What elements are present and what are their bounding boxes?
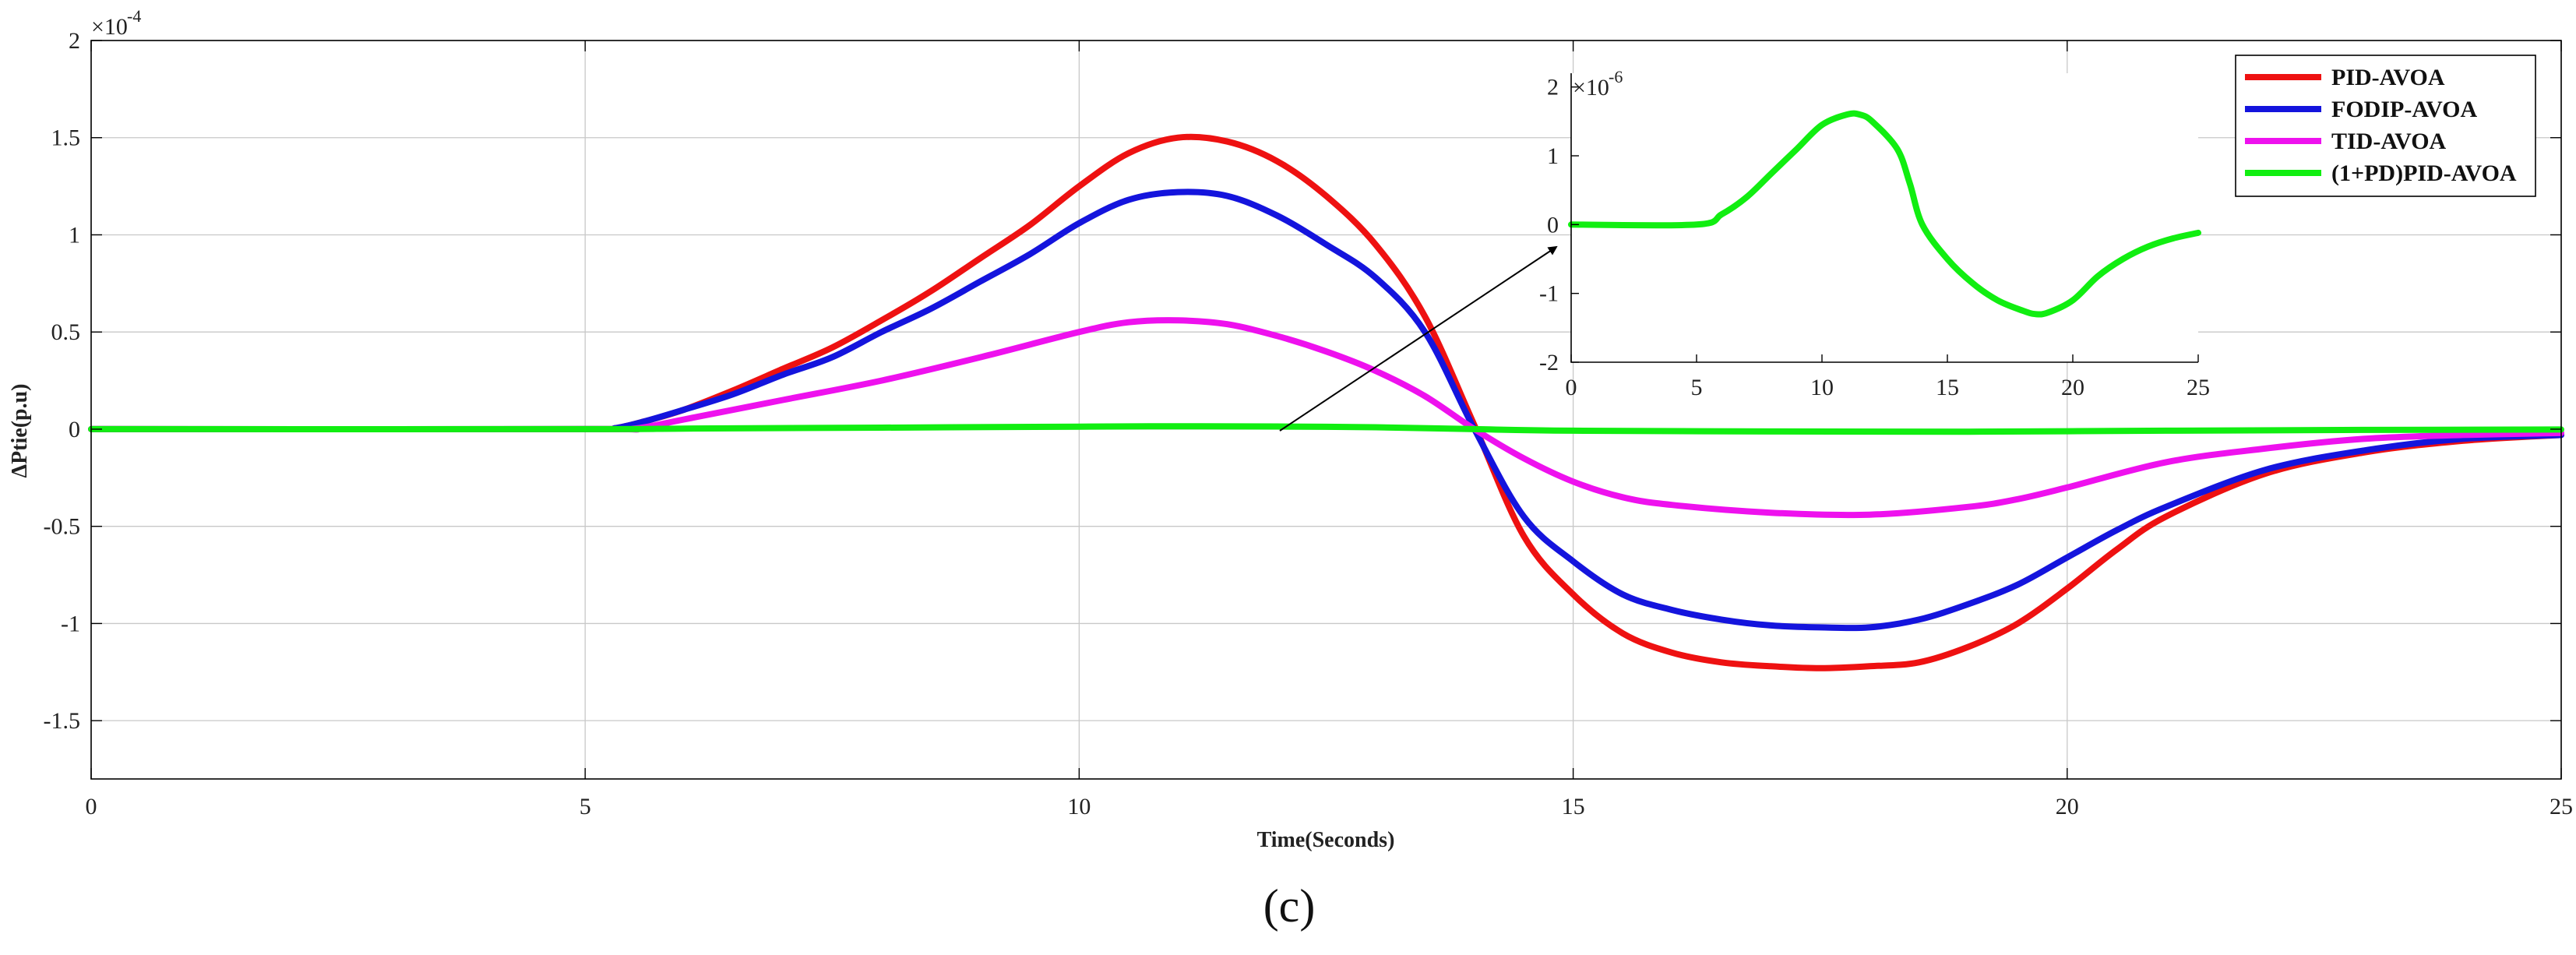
series-line-tid-avoa bbox=[88, 317, 2564, 519]
x-axis-label: Time(Seconds) bbox=[1257, 828, 1395, 852]
main-y-tick-label: 1 bbox=[69, 222, 80, 248]
inset-y-tick-labels: 2 1 0 -1 -2 bbox=[1539, 75, 1559, 375]
main-x-tick-label: 0 bbox=[86, 794, 97, 819]
zoom-arrow bbox=[1279, 245, 1558, 432]
main-x-tick-label: 20 bbox=[2056, 794, 2079, 819]
main-x-tick-label: 15 bbox=[1562, 794, 1585, 819]
main-exponent-power: -4 bbox=[127, 6, 141, 26]
main-plot-frame bbox=[90, 40, 2562, 780]
main-y-tick-label: 2 bbox=[69, 28, 80, 54]
inset-y-tick-label: -2 bbox=[1539, 350, 1559, 375]
legend-entry-label: (1+PD)PID-AVOA bbox=[2331, 160, 2517, 186]
main-x-tick-label: 10 bbox=[1067, 794, 1091, 819]
inset-x-tick-label: 10 bbox=[1810, 375, 1834, 400]
main-y-tick-label: 0.5 bbox=[51, 319, 81, 345]
inset-series-line bbox=[1568, 110, 2201, 318]
legend: PID-AVOA FODIP-AVOA TID-AVOA (1+PD)PID-AVOA bbox=[2235, 55, 2536, 197]
inset-ticks bbox=[1570, 86, 2199, 363]
main-y-tick-label: 0 bbox=[69, 417, 80, 442]
inset-background bbox=[1571, 73, 2198, 362]
series-line-pid-avoa bbox=[88, 133, 2564, 671]
inset-y-tick-label: 0 bbox=[1547, 212, 1559, 238]
inset-x-tick-label: 5 bbox=[1691, 375, 1703, 400]
legend-entry-label: FODIP-AVOA bbox=[2331, 97, 2478, 122]
main-x-tick-label: 5 bbox=[580, 794, 591, 819]
main-y-tick-labels: 2 1.5 1 0.5 0 -0.5 -1 -1.5 bbox=[44, 28, 81, 734]
main-x-tick-label: 25 bbox=[2550, 794, 2573, 819]
main-y-tick-label: 1.5 bbox=[51, 125, 81, 151]
main-ticks bbox=[90, 40, 2562, 779]
inset-x-tick-label: 20 bbox=[2061, 375, 2084, 400]
inset-x-tick-labels: 0 5 10 15 20 25 bbox=[1566, 375, 2211, 400]
main-y-tick-label: -0.5 bbox=[44, 514, 81, 540]
inset-x-tick-label: 0 bbox=[1566, 375, 1577, 400]
main-exponent-base: ×10 bbox=[91, 14, 128, 40]
main-y-tick-label: -1.5 bbox=[44, 708, 81, 734]
panel-label: (c) bbox=[1263, 880, 1316, 932]
y-axis-label: ΔPtie(p.u) bbox=[8, 384, 32, 478]
legend-entry-label: TID-AVOA bbox=[2331, 129, 2447, 154]
main-y-tick-label: -1 bbox=[61, 611, 80, 636]
legend-entry-label: PID-AVOA bbox=[2331, 65, 2445, 90]
inset-y-tick-label: 2 bbox=[1547, 75, 1559, 100]
series-line-fodip-avoa bbox=[88, 189, 2564, 632]
series-line-1-pd-pid-avoa bbox=[88, 423, 2564, 435]
inset-exponent-base: ×10 bbox=[1573, 75, 1609, 100]
inset-y-tick-label: 1 bbox=[1547, 143, 1559, 169]
inset-x-tick-label: 15 bbox=[1936, 375, 1959, 400]
inset-series-lines bbox=[1568, 110, 2201, 318]
main-x-tick-labels: 0 5 10 15 20 25 bbox=[86, 794, 2574, 819]
inset-x-tick-label: 25 bbox=[2187, 375, 2210, 400]
inset-exponent-power: -6 bbox=[1609, 67, 1623, 86]
inset-y-tick-label: -1 bbox=[1539, 281, 1559, 307]
main-series-lines bbox=[88, 133, 2564, 671]
